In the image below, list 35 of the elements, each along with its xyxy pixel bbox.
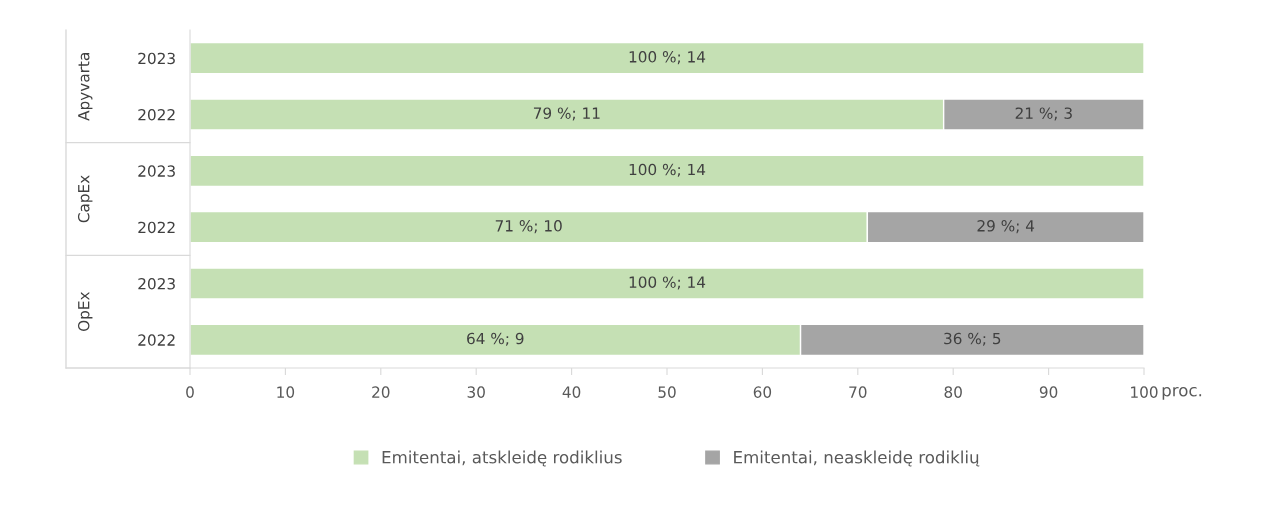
bar — [190, 267, 1144, 300]
x-tick-label: 30 — [467, 386, 485, 398]
x-tick-label: 10 — [277, 386, 295, 398]
data-label: 36 %; 5 — [944, 332, 1001, 346]
x-tick-label: 80 — [944, 386, 962, 398]
bar — [190, 154, 1144, 188]
x-tick-label: 50 — [658, 386, 676, 398]
y-tick-label: 2023 — [138, 165, 175, 177]
data-label: 21 %; 3 — [1015, 107, 1072, 121]
x-tick-label: 100 — [1131, 386, 1158, 398]
legend-label: Emitentai, neaskleidę rodiklių — [734, 450, 980, 467]
bar — [190, 41, 1144, 75]
x-tick-label: 60 — [753, 386, 772, 398]
data-label: 100 %; 14 — [629, 276, 706, 290]
data-label: 79 %; 11 — [533, 107, 600, 121]
data-label: 100 %; 14 — [629, 163, 706, 177]
legend-label: Emitentai, atskleidę rodiklius — [382, 450, 622, 467]
data-label: 29 %; 4 — [977, 220, 1035, 234]
x-tick-label: 90 — [1039, 386, 1058, 398]
text: OpEx — [77, 291, 93, 332]
data-label: 71 %; 10 — [495, 220, 562, 234]
text: CapEx — [77, 175, 93, 223]
text: Apyvarta — [78, 53, 93, 121]
x-tick-label: 70 — [849, 386, 867, 398]
x-axis-title: proc. — [1162, 386, 1202, 400]
x-tick-label: 20 — [372, 386, 390, 398]
y-tick-label: 2023 — [138, 52, 175, 65]
x-tick-label: 40 — [562, 386, 581, 398]
data-label: 64 %; 9 — [467, 332, 524, 346]
y-tick-label: 2022 — [138, 221, 175, 234]
y-tick-label: 2022 — [138, 334, 175, 346]
x-tick-label: 0 — [186, 386, 194, 398]
y-tick-label: 2023 — [138, 277, 175, 290]
y-tick-label: 2022 — [138, 108, 175, 121]
data-label: 100 %; 14 — [629, 51, 706, 65]
